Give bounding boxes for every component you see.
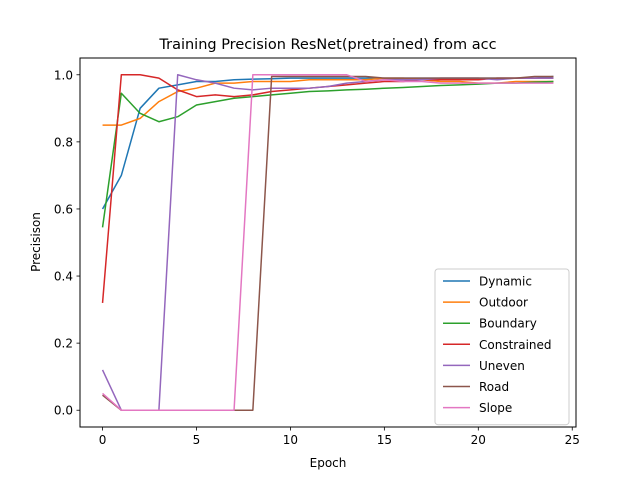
legend-label-boundary: Boundary [479, 317, 537, 331]
y-tick-label: 0.4 [54, 270, 73, 284]
axes-frame [79, 57, 577, 428]
legend: Dynamic Outdoor Boundary Constrained Uneven R… [434, 268, 570, 426]
y-axis-label: Precisison [29, 212, 43, 272]
plot-area [101, 74, 554, 411]
x-tick-label: 0 [99, 433, 107, 447]
x-tick-label: 15 [377, 433, 392, 447]
legend-label-outdoor: Outdoor [479, 296, 528, 310]
chart-title: Training Precision ResNet(pretrained) fr… [158, 37, 496, 53]
y-tick-label: 0.6 [54, 202, 73, 216]
y-tick-label: 1.0 [54, 68, 73, 82]
legend-label-road: Road [479, 380, 509, 394]
x-tick-label: 5 [193, 433, 201, 447]
x-tick-label: 10 [283, 433, 298, 447]
legend-label-slope: Slope [479, 401, 512, 415]
x-axis-label: Epoch [310, 456, 347, 470]
y-tick-label: 0.0 [54, 404, 73, 418]
legend-label-constrained: Constrained [479, 338, 552, 352]
x-axis: 0 5 10 15 20 25 [99, 427, 580, 447]
y-tick-label: 0.2 [54, 337, 73, 351]
series-line-slope [102, 74, 554, 411]
y-tick-label: 0.8 [54, 135, 73, 149]
y-axis: 0.0 0.2 0.4 0.6 0.8 1.0 [54, 68, 80, 418]
x-tick-label: 20 [471, 433, 486, 447]
series-line-boundary [101, 80, 554, 228]
legend-label-dynamic: Dynamic [479, 275, 532, 289]
legend-label-uneven: Uneven [479, 359, 525, 373]
x-tick-label: 25 [565, 433, 580, 447]
